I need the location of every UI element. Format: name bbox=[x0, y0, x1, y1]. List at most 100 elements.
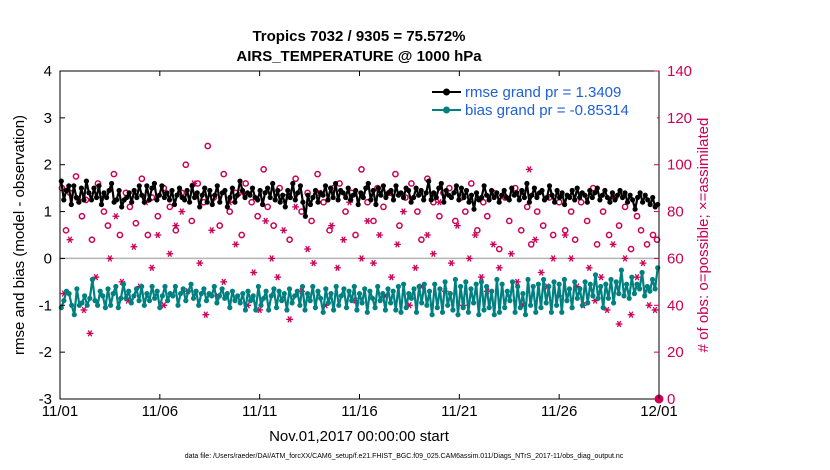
asterisk-stroke bbox=[413, 264, 418, 272]
bias-point bbox=[452, 276, 458, 283]
rmse-point bbox=[529, 192, 535, 198]
possible-obs-point bbox=[649, 231, 657, 239]
rmse-point bbox=[373, 201, 379, 208]
rmse-point bbox=[101, 190, 107, 196]
bias-point bbox=[577, 286, 583, 292]
bias-point bbox=[250, 293, 256, 299]
legend: rmse grand pr = 1.3409 bias grand pr = -… bbox=[427, 78, 657, 122]
bias-point bbox=[476, 312, 482, 318]
rmse-point bbox=[604, 194, 611, 201]
possible-obs-point bbox=[505, 217, 513, 225]
bias-point bbox=[286, 286, 293, 292]
rmse-point bbox=[249, 185, 256, 191]
y-tick-label: -2 bbox=[39, 344, 52, 361]
asterisk-stroke bbox=[455, 222, 460, 229]
possible-obs-point bbox=[110, 170, 118, 178]
bias-point bbox=[178, 291, 184, 297]
bias-point bbox=[504, 288, 510, 294]
rmse-point bbox=[275, 187, 281, 194]
rmse-point bbox=[471, 206, 477, 212]
possible-obs-point bbox=[270, 222, 277, 229]
rmse-point bbox=[212, 192, 218, 198]
bias-point bbox=[84, 302, 90, 308]
asterisk-stroke bbox=[269, 255, 274, 262]
possible-obs-point bbox=[527, 241, 535, 248]
bias-point bbox=[69, 302, 75, 308]
asterisk-stroke bbox=[598, 273, 604, 281]
rmse-point bbox=[300, 199, 306, 205]
bias-point bbox=[403, 305, 409, 311]
right-tick-label: 80 bbox=[667, 204, 684, 221]
right-tick-label: 0 bbox=[667, 391, 675, 408]
rmse-point bbox=[232, 199, 238, 205]
rmse-point bbox=[141, 199, 147, 205]
asterisk-stroke bbox=[167, 250, 173, 258]
rmse-point bbox=[496, 199, 502, 205]
bias-point bbox=[307, 298, 313, 304]
rmse-point bbox=[234, 192, 240, 198]
assimilated-obs-point bbox=[328, 222, 335, 229]
bias-point bbox=[494, 276, 500, 283]
bias-point bbox=[579, 302, 586, 308]
rmse-point bbox=[106, 187, 112, 194]
rmse-point bbox=[71, 183, 77, 189]
bias-point bbox=[541, 276, 547, 283]
bias-point bbox=[219, 286, 225, 292]
assimilated-obs-point bbox=[615, 320, 623, 328]
possible-obs-point bbox=[100, 208, 108, 215]
bias-point bbox=[533, 309, 539, 315]
bias-point bbox=[253, 307, 259, 313]
rmse-point bbox=[587, 187, 593, 194]
bias-point bbox=[359, 300, 365, 306]
right-tick-label: 20 bbox=[667, 344, 684, 361]
rmse-point bbox=[217, 199, 223, 205]
bias-point bbox=[159, 293, 165, 299]
asterisk-stroke bbox=[155, 231, 161, 239]
assimilated-obs-point bbox=[154, 231, 162, 239]
bias-point bbox=[600, 305, 606, 311]
right-axis-label: # of obs: o=possible; ×=assimilated bbox=[695, 118, 712, 353]
rmse-point bbox=[418, 187, 424, 194]
bias-point bbox=[266, 307, 272, 313]
rmse-point bbox=[355, 201, 361, 208]
rmse-point bbox=[63, 187, 69, 194]
bias-point bbox=[346, 288, 352, 294]
rmse-point bbox=[562, 201, 568, 208]
bias-point bbox=[279, 298, 285, 304]
bias-point bbox=[626, 295, 632, 301]
rmse-point bbox=[73, 194, 79, 201]
rmse-point bbox=[184, 187, 190, 194]
x-tick-label: 11/16 bbox=[341, 403, 377, 420]
bias-point bbox=[369, 295, 376, 301]
bias-point bbox=[351, 283, 357, 290]
asterisk-stroke bbox=[377, 231, 382, 239]
bias-point bbox=[605, 295, 612, 301]
rmse-point bbox=[81, 197, 87, 203]
rmse-point bbox=[368, 197, 374, 203]
rmse-point bbox=[461, 194, 467, 201]
bias-point bbox=[419, 300, 425, 306]
rmse-point bbox=[335, 197, 341, 203]
possible-obs-point bbox=[132, 219, 140, 227]
assimilated-obs-point bbox=[489, 241, 497, 248]
rmse-point bbox=[343, 194, 349, 201]
assimilated-obs-point bbox=[196, 259, 204, 267]
bias-point bbox=[465, 309, 471, 315]
rmse-point bbox=[559, 190, 565, 196]
bias-point bbox=[398, 309, 404, 315]
asterisk-stroke bbox=[640, 259, 646, 267]
legend-rmse-label: rmse grand pr = 1.3409 bbox=[465, 84, 621, 101]
possible-obs-point bbox=[248, 198, 256, 206]
bias-point bbox=[284, 307, 290, 313]
bias-point bbox=[136, 298, 142, 304]
bias-point bbox=[439, 309, 446, 315]
asterisk-stroke bbox=[550, 255, 556, 262]
bias-point bbox=[183, 298, 189, 304]
possible-obs-point bbox=[380, 203, 387, 211]
rmse-point bbox=[519, 187, 525, 194]
bias-point bbox=[268, 293, 274, 299]
rmse-point bbox=[214, 183, 220, 189]
rmse-point bbox=[617, 187, 623, 194]
rmse-point bbox=[86, 190, 92, 196]
asterisk-stroke bbox=[113, 212, 119, 220]
